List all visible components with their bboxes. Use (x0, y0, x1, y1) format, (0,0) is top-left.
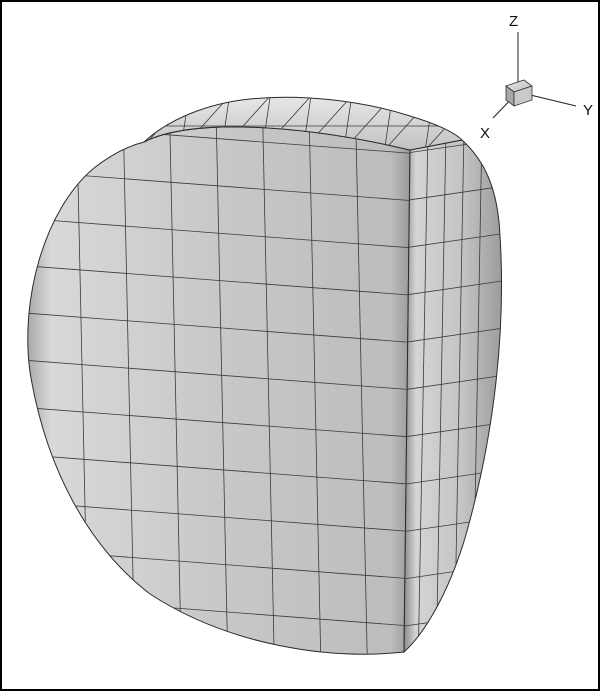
axis-triad: Z Y X (480, 13, 593, 142)
front-mesh-row-line (27, 310, 410, 344)
top-face (143, 96, 464, 151)
front-mesh-column-line (122, 126, 136, 655)
front-mesh-column-line (215, 126, 229, 655)
mesh-body (27, 96, 503, 655)
front-mesh-column-line (355, 126, 368, 655)
side-mesh-row-line (404, 184, 502, 202)
side-mesh-row-line (404, 279, 502, 297)
y-axis-label: Y (583, 102, 593, 119)
front-mesh-row-line (27, 405, 410, 439)
front-mesh-column-line (308, 126, 322, 655)
side-face (403, 139, 503, 654)
front-mesh-row-line (27, 452, 410, 486)
side-mesh-row-line (404, 373, 502, 391)
side-mesh-column-line (435, 140, 447, 652)
orientation-cube-icon (505, 79, 533, 107)
side-mesh-row-line (404, 326, 502, 344)
side-mesh-column-line (417, 140, 429, 652)
front-mesh-row-line (27, 216, 410, 249)
side-mesh-row-line (404, 232, 502, 249)
front-mesh-column-line (169, 126, 182, 655)
front-mesh-row-line (27, 263, 410, 297)
x-axis-label: X (480, 125, 490, 142)
front-mesh-row-line (27, 357, 410, 391)
z-axis-label: Z (509, 13, 518, 30)
front-mesh-column-line (262, 126, 275, 655)
